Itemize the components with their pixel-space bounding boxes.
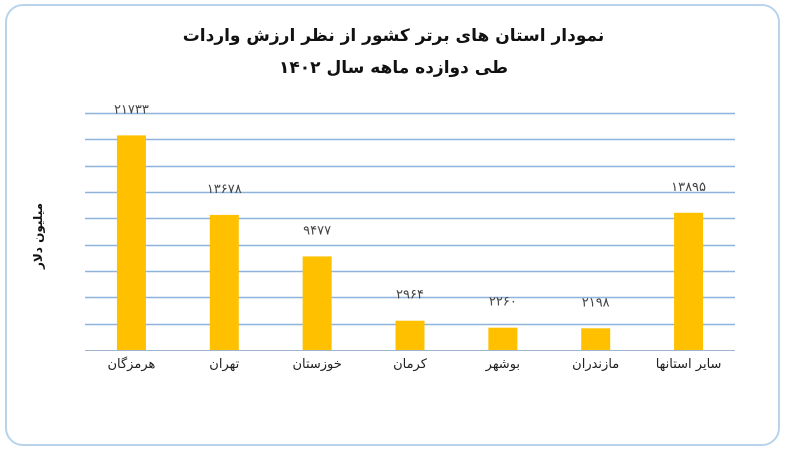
data-label: ۲۱۷۳۳ xyxy=(114,102,149,117)
category-label: مازندران xyxy=(572,357,619,372)
data-label: ۱۳۸۹۵ xyxy=(671,180,706,195)
category-label: تهران xyxy=(209,357,239,372)
category-label: هرمزگان xyxy=(107,356,155,372)
bar xyxy=(674,212,704,350)
data-label: ۲۹۶۴ xyxy=(396,288,424,303)
bar xyxy=(581,328,611,350)
category-label: بوشهر xyxy=(485,357,520,372)
category-label: خوزستان xyxy=(292,357,341,372)
bar xyxy=(395,320,425,350)
bar xyxy=(209,214,239,350)
category-label: سایر استانها xyxy=(656,357,722,372)
category-label: کرمان xyxy=(393,357,428,372)
data-label: ۲۲۶۰ xyxy=(489,295,517,310)
data-label: ۱۳۶۷۸ xyxy=(207,182,242,197)
bar xyxy=(488,327,518,350)
data-label: ۲۱۹۸ xyxy=(582,295,610,310)
data-label: ۹۴۷۷ xyxy=(303,223,331,238)
bar xyxy=(116,135,146,350)
chart-title-line2: طی دوازده ماهه سال ۱۴۰۲ xyxy=(279,58,508,78)
bar xyxy=(302,256,332,350)
chart-title-line1: نمودار استان های برتر کشور از نظر ارزش و… xyxy=(182,26,605,46)
